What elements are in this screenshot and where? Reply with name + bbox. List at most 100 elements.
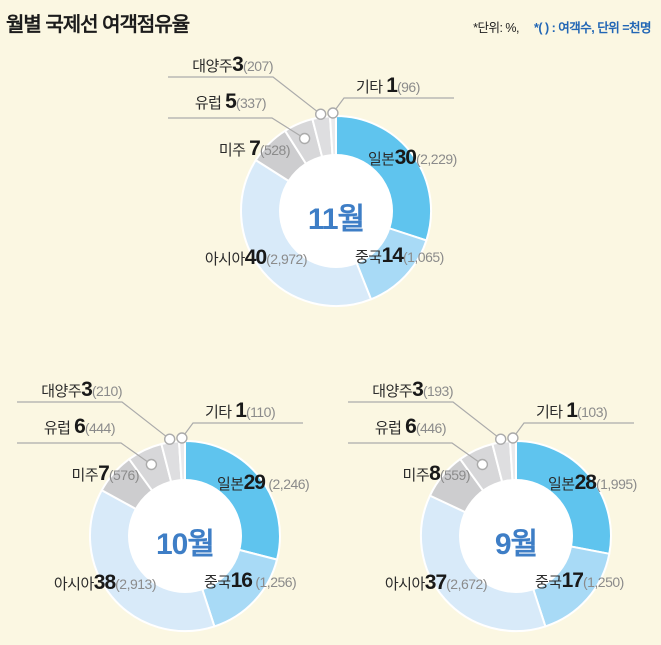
slice-label-china: 중국14(1,065) [355,245,444,267]
slice-count: (528) [259,142,291,158]
donut-svg [348,401,634,633]
unit-note-passengers: *( ) : 여객수, 단위 =천명 [534,21,652,35]
slice-count: (576) [108,467,140,483]
page-title: 월별 국제선 여객점유율 [6,14,190,36]
slice-percent: 37 [424,571,447,594]
slice-percent: 3 [412,378,424,401]
leader-dot-europe [145,458,158,471]
slice-count: (337) [235,95,267,111]
slice-name: 일본 [548,476,575,493]
leader-dot-oceania [494,433,507,445]
slice-count: (207) [242,58,274,74]
leader-line-europe [348,442,483,465]
donut-svg [168,76,454,307]
slice-percent: 6 [74,415,86,438]
slice-count: (2,246) [264,476,310,492]
slice-name: 아시아 [204,251,245,268]
slice-percent: 7 [249,137,261,160]
slice-name: 기타 [205,404,236,421]
slice-name: 대양주 [192,58,233,75]
donut-hole [279,154,393,268]
slice-label-europe: 유럽 5(337) [194,91,267,113]
slice-percent: 3 [232,53,244,76]
slice-percent: 14 [381,244,404,267]
leader-line-oceania [17,401,171,440]
slice-name: 일본 [217,476,244,493]
slice-percent: 8 [429,462,441,485]
slice-name: 대양주 [372,383,413,400]
slice-label-europe: 유럽 6(446) [374,416,447,438]
slice-name: 유럽 [194,95,226,112]
unit-note-percent: *단위: %, [473,21,520,35]
leader-dot-europe [298,132,311,145]
slice-name: 기타 [356,79,387,96]
slice-count: (2,672) [446,576,487,592]
donut-hole [459,479,573,593]
slice-count: (2,972) [266,251,307,267]
slice-percent: 1 [566,399,578,422]
donut-hole [128,479,242,593]
slice-label-japan: 일본29 (2,246) [217,471,310,494]
slice-label-americas: 미주 7(528) [218,137,291,160]
slice-percent: 16 [230,569,253,592]
slice-label-china: 중국16 (1,256) [204,569,297,592]
leader-dot-etc [507,432,519,444]
leader-dot-europe [476,458,489,471]
leader-line-etc [512,422,634,439]
slice-count: (103) [576,404,608,420]
slice-name: 대양주 [41,383,82,400]
unit-note: *단위: %, *( ) : 여객수, 단위 =천명 [473,17,651,36]
slice-label-americas: 미주8(559) [402,462,471,485]
slice-count: (559) [439,467,471,483]
slice-name: 유럽 [374,420,406,437]
donut-svg [17,401,303,633]
slice-count: (1,256) [251,574,297,590]
slice-name: 미주 [71,467,99,484]
slice-name: 아시아 [384,576,425,593]
center-month-label: 11월 [307,203,365,236]
slice-count: (444) [84,420,116,436]
slice-label-japan: 일본30(2,229) [368,147,457,169]
slice-count: (1,250) [582,574,624,590]
slice-count: (2,913) [115,576,156,592]
leader-dot-etc [176,432,188,444]
slice-name: 중국 [535,574,562,591]
slice-count: (1,065) [402,249,444,265]
slice-percent: 30 [394,146,417,169]
slice-name: 미주 [402,467,430,484]
slice-percent: 3 [81,378,93,401]
slice-count: (446) [415,420,447,436]
slice-label-asia: 아시아38(2,913) [54,571,157,594]
slice-label-etc: 기타 1(110) [205,400,276,422]
slice-percent: 17 [561,569,584,592]
slice-label-oceania: 대양주3(210) [41,379,122,401]
slice-count: (193) [422,383,454,399]
slice-count: (96) [396,79,420,95]
slice-percent: 29 [243,471,266,494]
slice-name: 중국 [204,574,231,591]
slice-name: 중국 [355,249,382,266]
slice-percent: 38 [93,571,116,594]
slice-percent: 40 [244,246,267,269]
leader-dot-etc [327,107,339,119]
slice-percent: 28 [574,471,597,494]
donut-chart-nov: 11월 일본30(2,229) 중국14(1,065) 아시아40(2,972) 미주 … [166,50,506,320]
slice-count: (1,995) [595,476,637,492]
slice-label-asia: 아시아37(2,672) [384,571,488,594]
slice-label-oceania: 대양주3(193) [372,379,453,401]
slice-label-europe: 유럽 6(444) [44,415,116,438]
center-month-label: 9월 [494,528,538,561]
slice-name: 일본 [368,151,395,168]
slice-label-japan: 일본28(1,995) [548,472,637,494]
slice-count: (210) [91,383,123,399]
slice-count: (110) [245,404,276,420]
leader-line-oceania [348,401,502,440]
slice-name: 미주 [218,142,250,159]
slice-label-oceania: 대양주3(207) [192,54,273,76]
donut-chart-sep: 9월 일본28(1,995) 중국17(1,250) 아시아37(2,672) 미주8(… [346,375,661,645]
leader-dot-oceania [163,433,176,445]
slice-label-etc: 기타 1(103) [536,399,608,422]
slice-label-china: 중국17(1,250) [535,570,624,592]
slice-label-asia: 아시아40(2,972) [204,246,308,269]
